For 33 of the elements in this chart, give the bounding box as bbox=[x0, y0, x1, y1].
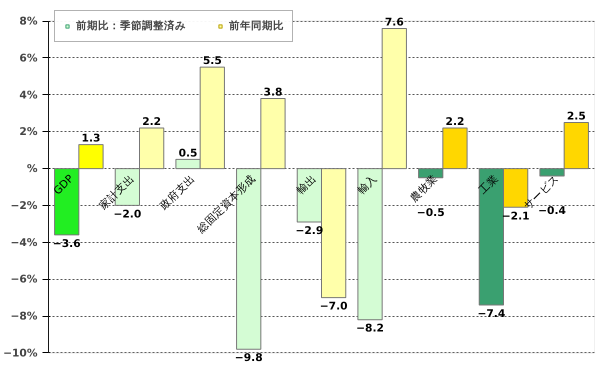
data-label: −0.5 bbox=[416, 206, 445, 219]
data-label: −9.8 bbox=[234, 351, 263, 364]
y-tick-label: −2% bbox=[10, 198, 38, 212]
data-label: 2.5 bbox=[566, 109, 586, 122]
data-label: 5.5 bbox=[202, 54, 222, 68]
legend-label: 前期比：季節調整済み bbox=[76, 19, 186, 33]
y-tick-label: % bbox=[26, 162, 38, 176]
data-label: −3.6 bbox=[52, 236, 81, 250]
x-tick-label: 輸入 bbox=[354, 172, 380, 197]
data-label: 1.3 bbox=[82, 132, 100, 145]
legend-label: 前年同期比 bbox=[229, 19, 284, 33]
x-tick-label: 農牧業 bbox=[408, 172, 440, 204]
y-tick-label: 4% bbox=[19, 88, 38, 102]
data-label: 3.8 bbox=[264, 86, 282, 99]
y-tick-label: −6% bbox=[10, 272, 38, 286]
data-label: −2.0 bbox=[113, 207, 142, 220]
data-label: −8.2 bbox=[356, 322, 384, 335]
data-label: −2.9 bbox=[295, 224, 324, 238]
data-label: 0.5 bbox=[178, 146, 198, 160]
data-label: −0.4 bbox=[538, 204, 566, 217]
data-label: 2.2 bbox=[142, 115, 162, 128]
data-label: 7.6 bbox=[384, 15, 404, 28]
data-label: −7.4 bbox=[477, 306, 506, 320]
y-tick-label: −8% bbox=[10, 310, 38, 323]
y-tick-label: −4% bbox=[10, 236, 38, 249]
y-tick-label: 6% bbox=[19, 51, 38, 64]
data-label: −7.0 bbox=[320, 300, 348, 313]
x-tick-label: 輸出 bbox=[294, 172, 319, 197]
data-label: 2.2 bbox=[446, 115, 464, 128]
y-tick-label: 8% bbox=[19, 14, 38, 28]
x-tick-label: 工業 bbox=[476, 172, 501, 197]
y-tick-label: −10% bbox=[3, 346, 38, 360]
y-tick-label: 2% bbox=[19, 125, 38, 138]
